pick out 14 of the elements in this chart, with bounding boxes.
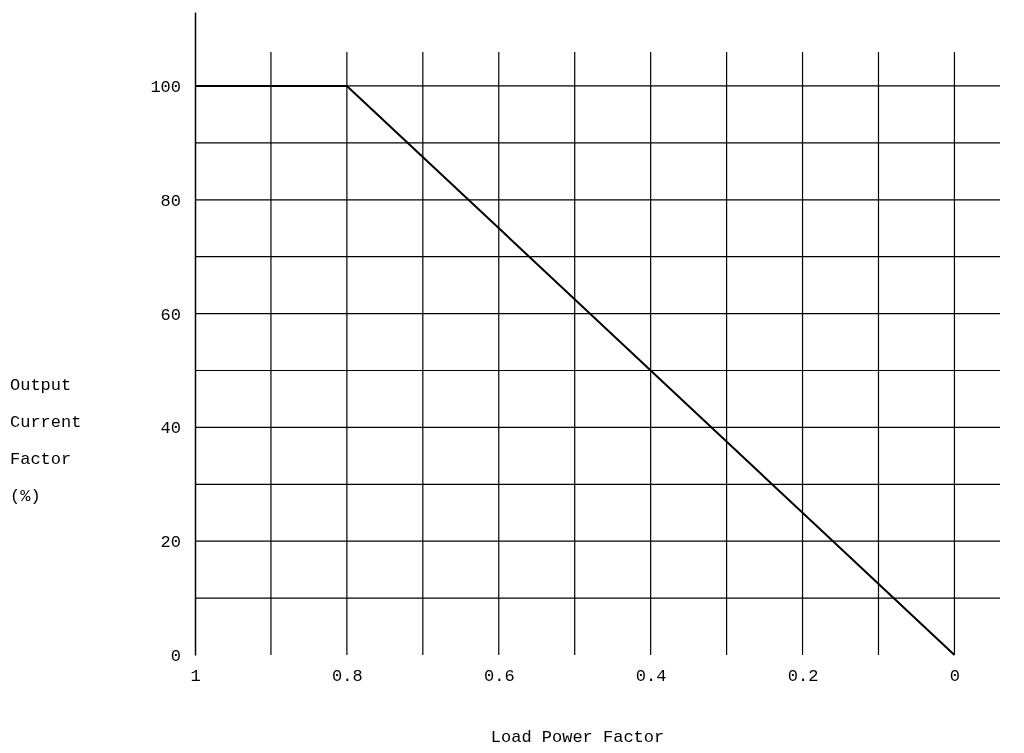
x-tick-label: 0 [949, 667, 961, 687]
y-axis-title: Output Current Factor (%) [10, 376, 82, 506]
x-tick-label: 0.2 [787, 667, 819, 687]
x-tick-label: 0.4 [635, 667, 667, 687]
x-tick-label: 1 [190, 667, 201, 687]
y-tick-label: 0 [170, 646, 181, 666]
y-tick-label: 20 [160, 533, 181, 553]
y-tick-label: 60 [160, 305, 181, 325]
y-tick-label: 100 [150, 77, 181, 97]
x-tick-label: 0.6 [483, 667, 515, 687]
x-tick-label: 0.8 [332, 667, 363, 687]
y-tick-label: 80 [160, 191, 181, 211]
x-axis-title: Load Power Factor [490, 728, 665, 747]
y-tick-label: 40 [160, 419, 181, 439]
